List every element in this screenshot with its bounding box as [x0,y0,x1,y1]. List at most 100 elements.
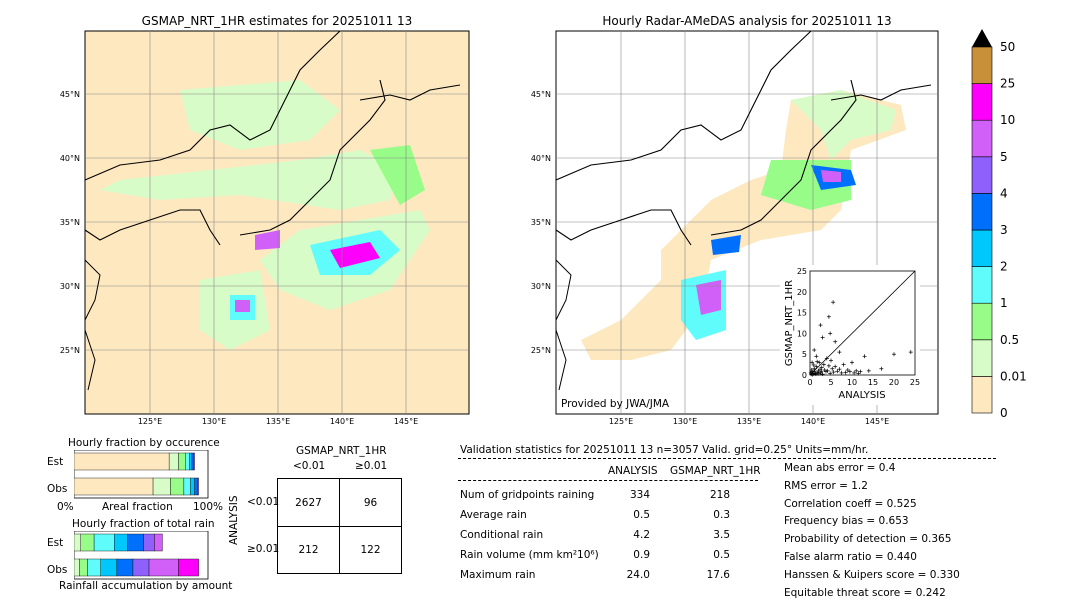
right-map-title: Hourly Radar-AMeDAS analysis for 2025101… [602,14,892,28]
amt-xlabel: Rainfall accumulation by amount [59,580,233,592]
amt-obs-segment-2 [87,558,101,577]
colorbar-label-1: 0.01 [1000,369,1027,383]
contingency-cell-d: 122 [360,544,381,556]
colorbar-box-5 [971,193,993,231]
fraction-amount-title: Hourly fraction of total rain [72,518,215,530]
scatter-point [862,354,867,359]
colorbar-extend-arrow [972,29,992,47]
scatter-point [837,367,842,372]
colorbar-label-5: 3 [1000,223,1008,237]
scatter-point [813,372,818,377]
scatter-point [812,369,817,374]
occ-obs-segment-2 [170,477,185,496]
amt-est-label: Est [47,537,64,549]
validation-row-analysis: 0.9 [633,549,650,561]
right-rain-core-4 [711,235,741,255]
scatter-ytick-1: 5 [802,350,807,359]
validation-row-label: Conditional rain [460,529,544,541]
scatter-point [817,360,822,365]
colorbar-box-1 [971,339,993,377]
scatter-xtick-4: 20 [889,378,899,387]
amt-obs-segment-3 [100,558,118,577]
scatter-point [815,359,820,364]
left-lon-135: 135°E [266,417,290,426]
occ-est-segment-0 [74,452,170,471]
occ-obs-segment-3 [183,477,191,496]
occ-obs-label: Obs [47,483,68,495]
scatter-point [850,360,854,365]
right-map: 45°N 40°N 35°N 30°N 25°N 125°E 130°E 135… [531,30,939,426]
colorbar-box-0 [971,376,993,414]
scatter-diagonal [809,270,916,376]
right-lon-140: 140°E [801,417,825,426]
scatter-xtick-2: 10 [847,378,857,387]
colorbar-box-6 [971,156,993,194]
occ-est-segment-6 [193,452,195,471]
amt-est-segment-6 [154,533,163,552]
scatter-xtick-0: 0 [807,378,812,387]
scatter-ytick-2: 10 [797,329,807,338]
amt-obs-segment-1 [79,558,88,577]
left-lat-40: 40°N [60,154,80,163]
colorbar-box-2 [971,302,993,341]
scatter-point [820,372,825,377]
right-lon-125: 125°E [609,417,633,426]
scatter-point [826,314,831,319]
left-lon-145: 145°E [394,417,418,426]
scatter-xtick-1: 5 [828,378,833,387]
scatter-point [828,331,833,336]
left-rain-core-5 [235,300,250,312]
colorbar-box-8 [971,83,993,121]
occ-obs-segment-0 [74,477,154,496]
scatter-point [813,371,818,376]
scatter-point [830,366,835,371]
validation-score: Equitable threat score = 0.242 [784,586,946,599]
amt-obs-segment-4 [116,558,134,577]
colorbar-label-7: 5 [1000,150,1008,164]
colorbar-label-2: 0.5 [1000,333,1019,347]
validation-row-analysis: 334 [629,489,650,501]
colorbar-label-4: 2 [1000,260,1008,274]
scatter-point [843,370,848,375]
left-map: 45°N 40°N 35°N 30°N 25°N 125°E 130°E 135… [60,30,470,426]
colorbar-label-6: 4 [1000,186,1008,200]
scatter-point [841,362,846,367]
fraction-amount-chart [74,531,209,580]
occ-obs-segment-1 [152,477,171,496]
scatter-point [825,368,830,373]
occ-est-segment-2 [178,452,186,471]
validation-col-divider [458,480,758,481]
occ-xlabel-mid: Areal fraction [102,501,173,513]
left-lat-45: 45°N [60,90,80,99]
validation-score: Frequency bias = 0.653 [784,515,909,528]
amt-est-segment-4 [127,533,144,552]
scatter-point [810,360,815,365]
colorbar-box-7 [971,119,993,158]
contingency-title: GSMAP_NRT_1HR [296,445,387,457]
scatter-point [811,363,816,368]
left-rain-band-2 [180,80,340,150]
scatter-point [810,372,815,377]
scatter-point [845,368,850,373]
left-lon-140: 140°E [330,417,354,426]
contingency-row-label-1: <0.01 [247,496,280,508]
occ-xlabel-right: 100% [193,501,224,513]
occ-est-label: Est [47,456,64,468]
amt-est-segment-3 [114,533,128,552]
scatter-point [858,369,863,374]
scatter-point [821,362,826,367]
validation-col-analysis: ANALYSIS [608,465,658,477]
contingency-row-axis: ANALYSIS [228,495,240,545]
left-map-title: GSMAP_NRT_1HR estimates for 20251011 13 [141,14,413,28]
validation-row-label: Rain volume (mm km²10⁶) [460,549,599,561]
scatter-point [829,358,833,363]
fraction-occurrence-title: Hourly fraction by occurence [68,437,220,449]
left-lon-130: 130°E [202,417,226,426]
validation-header: Validation statistics for 20251011 13 n=… [460,444,869,456]
validation-row-label: Num of gridpoints raining [460,489,595,501]
scatter-ytick-5: 25 [797,267,807,276]
scatter-point [839,370,844,375]
occ-est-segment-5 [191,452,194,471]
amt-est-segment-0 [74,533,81,552]
colorbar-label-9: 25 [1000,77,1015,91]
